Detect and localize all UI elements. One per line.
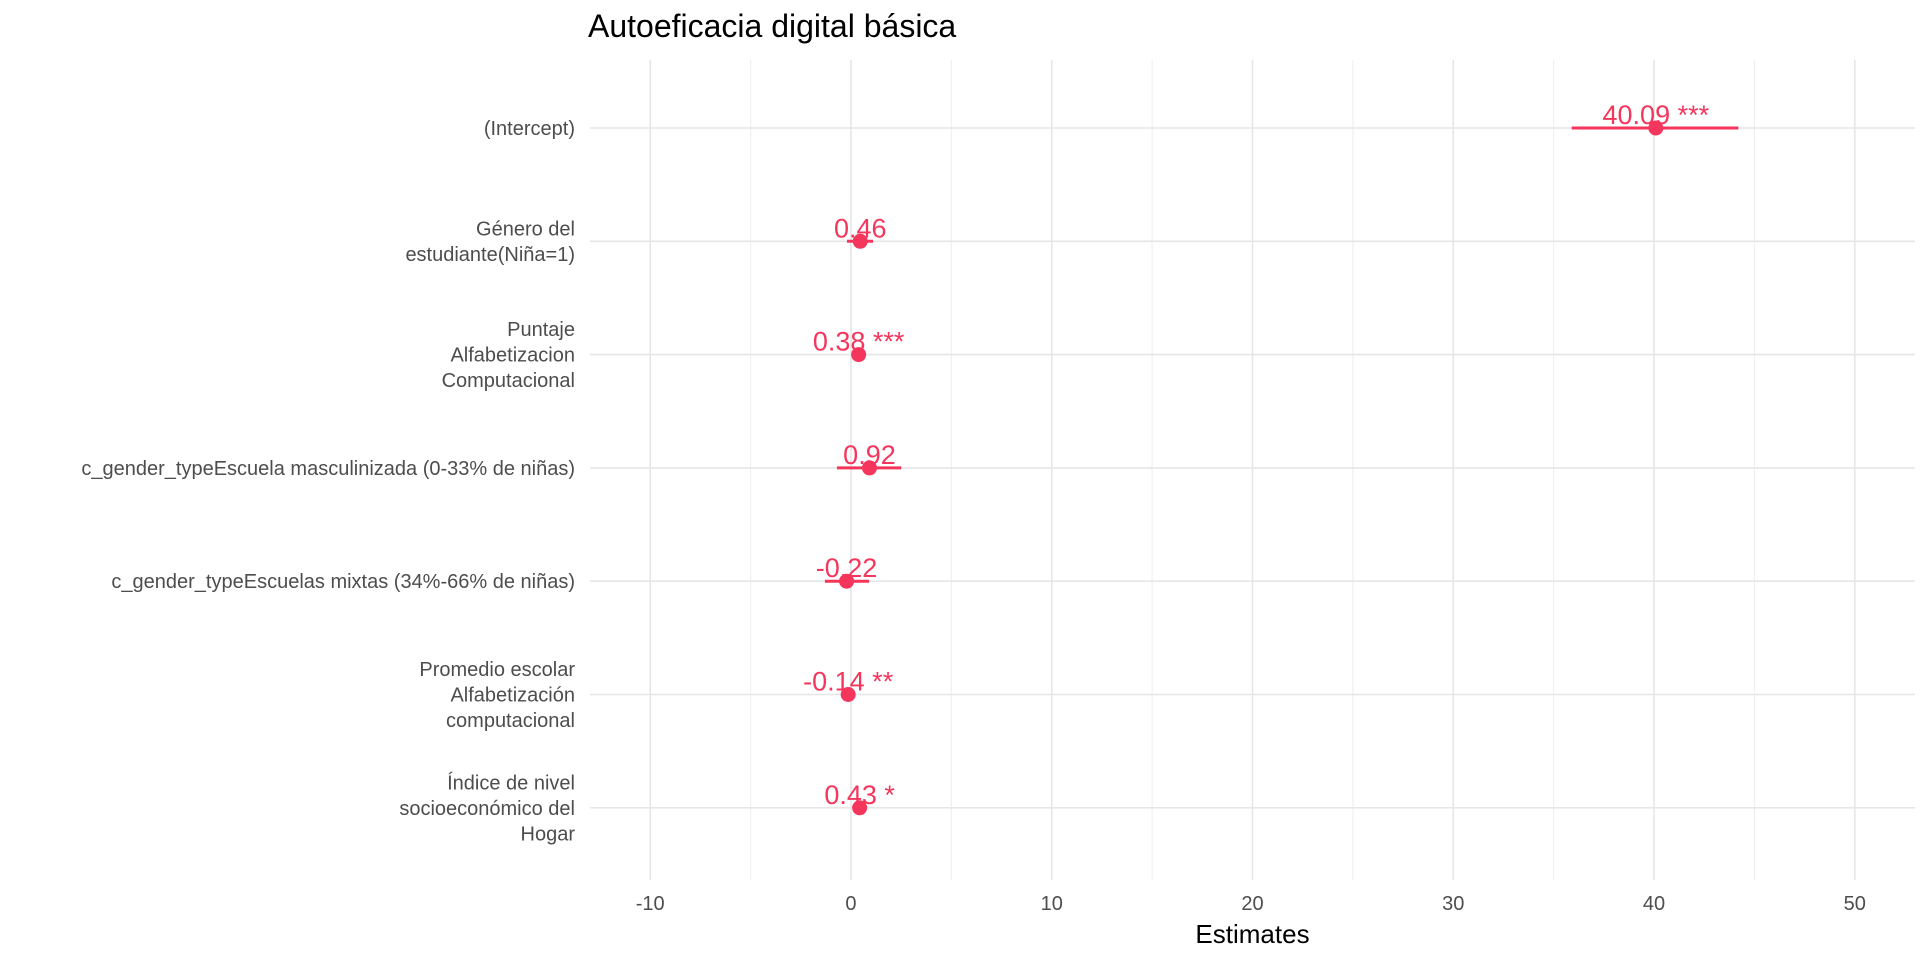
estimate-point (1648, 120, 1664, 136)
y-tick-label-line: Computacional (442, 370, 575, 392)
y-tick-label: Género del estudiante(Niña=1) (405, 219, 575, 266)
estimate-label: 0.92 (843, 440, 896, 470)
estimate-label: 40.09 *** (1603, 100, 1710, 130)
y-tick-label-line: (Intercept) (484, 118, 575, 140)
y-tick-label-line: Puntaje (507, 319, 575, 341)
y-tick-label-line: Alfabetización (450, 685, 575, 707)
y-tick-label-line: Índice de nivel (447, 771, 575, 794)
y-tick-label-line: Hogar (521, 823, 576, 845)
y-tick-label-line: computacional (446, 710, 575, 732)
estimate-point (851, 347, 867, 363)
x-tick-label: 40 (1643, 893, 1665, 915)
estimate-point (852, 233, 868, 249)
chart-title: Autoeficacia digital básica (588, 8, 957, 44)
y-tick-label: (Intercept) (484, 118, 575, 140)
estimate-label: 0.38 *** (813, 327, 905, 357)
y-tick-label: Índice de nivel socioeconómico del Hogar (399, 771, 575, 845)
y-tick-label-line: Promedio escolar (419, 659, 575, 681)
y-tick-label: c_gender_typeEscuela masculinizada (0-33… (81, 458, 575, 480)
x-tick-label: 0 (845, 893, 856, 915)
x-axis-title: Estimates (1195, 919, 1309, 949)
estimate-label: 0.46 (834, 213, 887, 243)
x-tick-label: 50 (1844, 893, 1866, 915)
estimate-point (840, 687, 856, 702)
x-tick-label: 10 (1041, 893, 1063, 915)
y-tick-label-line: estudiante(Niña=1) (405, 244, 575, 266)
y-tick-label-line: c_gender_typeEscuelas mixtas (34%-66% de… (111, 571, 575, 593)
y-tick-label-line: Alfabetizacion (450, 345, 575, 367)
x-tick-label: 30 (1442, 893, 1464, 915)
y-tick-label-line: socioeconómico del (399, 798, 575, 820)
estimate-label: -0.14 ** (803, 667, 894, 697)
estimate-point (861, 460, 877, 476)
estimate-point (839, 573, 855, 589)
estimate-label: -0.22 (816, 553, 878, 583)
y-tick-label: Puntaje Alfabetizacion Computacional (442, 319, 575, 392)
y-tick-label: c_gender_typeEscuelas mixtas (34%-66% de… (111, 571, 575, 593)
x-tick-label: -10 (636, 893, 665, 915)
x-tick-label: 20 (1241, 893, 1263, 915)
y-tick-label: Promedio escolar Alfabetización computacio… (419, 659, 575, 732)
y-tick-label-line: Género del (476, 219, 575, 241)
y-tick-label-line: c_gender_typeEscuela masculinizada (0-33… (81, 458, 575, 480)
estimate-label: 0.43 * (824, 780, 895, 810)
estimate-point (852, 800, 868, 816)
